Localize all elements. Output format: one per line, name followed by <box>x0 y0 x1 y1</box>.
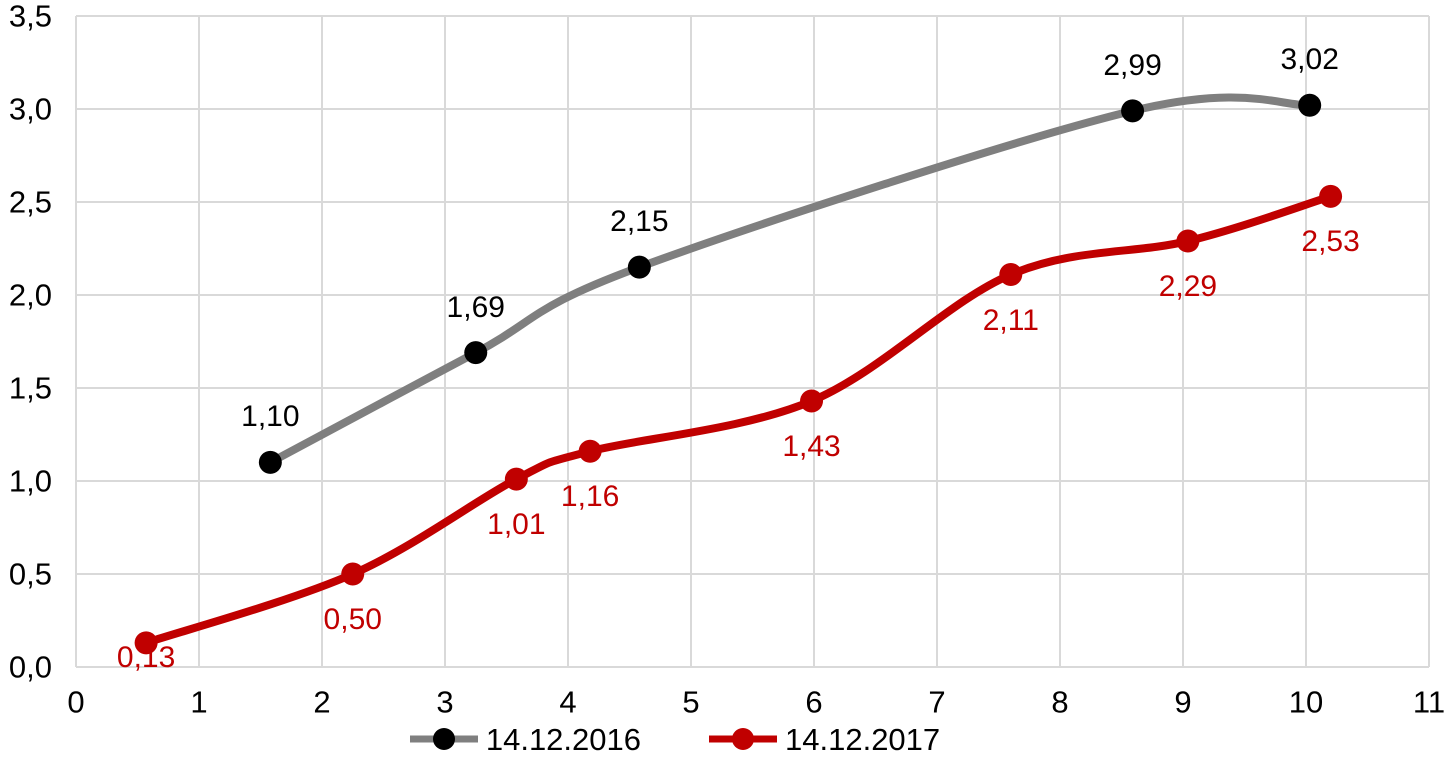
y-axis-tick-label: 1,5 <box>8 370 52 406</box>
data-label: 2,15 <box>610 205 669 239</box>
x-axis-tick-label: 1 <box>190 684 208 720</box>
x-axis-tick-label: 6 <box>805 684 823 720</box>
data-label: 1,16 <box>560 480 620 514</box>
x-axis-tick-label: 3 <box>436 684 454 720</box>
data-label: 1,01 <box>487 508 546 542</box>
data-label: 2,29 <box>1158 270 1218 304</box>
x-axis-tick-label: 8 <box>1051 684 1069 720</box>
y-axis-tick-label: 2,5 <box>8 184 52 220</box>
y-axis-tick-label: 2,0 <box>8 277 52 313</box>
data-point-marker[interactable] <box>504 467 528 491</box>
legend-swatch-2017-icon <box>709 728 777 750</box>
data-label: 1,10 <box>241 400 300 434</box>
y-axis-tick-label: 1,0 <box>8 463 52 499</box>
gridlines <box>75 15 1430 668</box>
data-label: 0,50 <box>323 603 382 636</box>
data-point-marker[interactable] <box>341 562 365 586</box>
data-label: 3,02 <box>1280 43 1339 77</box>
data-label: 1,43 <box>782 430 841 464</box>
data-point-marker[interactable] <box>134 631 158 655</box>
x-axis-tick-label: 7 <box>928 684 946 720</box>
data-point-marker[interactable] <box>1298 93 1322 117</box>
series-line-14.12.2017 <box>142 192 1335 647</box>
x-axis-tick-label: 10 <box>1288 684 1324 720</box>
x-axis-tick-label: 0 <box>67 684 85 720</box>
data-label: 2,53 <box>1301 225 1360 259</box>
y-axis-tick-label: 0,0 <box>8 649 52 685</box>
series-line-14.12.2016 <box>266 93 1314 467</box>
y-axis-tick-label: 3,0 <box>8 91 52 127</box>
data-point-marker[interactable] <box>800 389 824 413</box>
data-point-marker[interactable] <box>464 341 488 365</box>
data-point-marker[interactable] <box>627 255 651 279</box>
legend-swatch-2016-icon <box>409 728 478 750</box>
legend: 14.12.2016 14.12.2017 <box>0 720 1450 758</box>
legend-label-2017: 14.12.2017 <box>785 721 941 757</box>
data-point-marker[interactable] <box>578 439 602 463</box>
legend-item-2016[interactable]: 14.12.2016 <box>409 721 641 757</box>
data-point-marker[interactable] <box>258 450 282 474</box>
series-lines <box>142 93 1335 647</box>
y-axis-tick-label: 0,5 <box>8 556 52 592</box>
data-point-marker[interactable] <box>1121 99 1145 123</box>
x-axis-tick-label: 9 <box>1174 684 1192 720</box>
data-label: 1,69 <box>446 290 505 324</box>
x-axis-tick-label: 2 <box>313 684 331 720</box>
x-axis-tick-label: 4 <box>559 684 577 720</box>
legend-label-2016: 14.12.2016 <box>485 721 641 757</box>
data-point-marker[interactable] <box>1319 184 1343 208</box>
data-point-marker[interactable] <box>1176 229 1200 253</box>
x-axis-tick-label: 5 <box>682 684 700 720</box>
data-label: 2,11 <box>982 303 1039 337</box>
data-point-markers <box>134 93 1343 655</box>
y-axis-tick-label: 3,5 <box>8 0 52 34</box>
data-label: 2,99 <box>1103 48 1162 82</box>
data-label: 0,13 <box>116 641 176 674</box>
x-axis-tick-label: 11 <box>1412 684 1446 720</box>
legend-item-2017[interactable]: 14.12.2017 <box>709 724 940 755</box>
data-point-marker[interactable] <box>999 263 1023 287</box>
